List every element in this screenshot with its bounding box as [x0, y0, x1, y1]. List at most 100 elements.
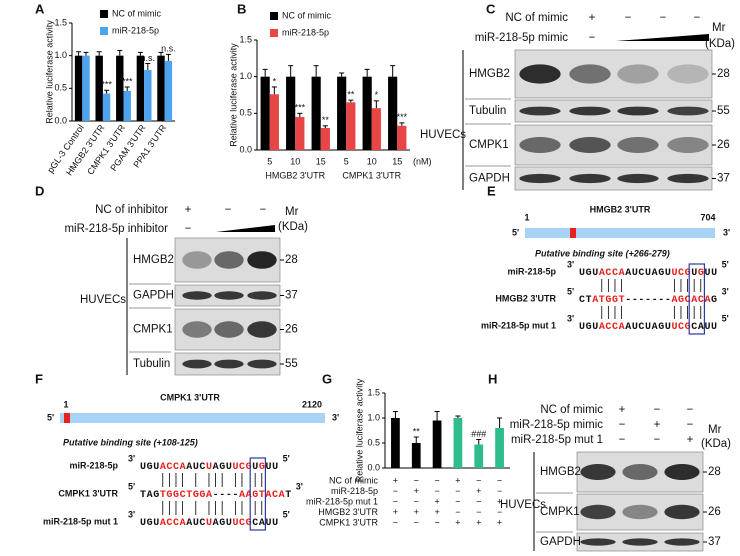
band: [569, 137, 611, 153]
sequence-segment: UCG: [671, 268, 691, 279]
condition-sign: −: [497, 486, 502, 496]
panel-label: D: [35, 183, 44, 198]
band: [580, 504, 616, 520]
treatment-sign: +: [589, 12, 596, 24]
sequence-segment: U: [206, 462, 213, 473]
sequence-segment: ACCA: [160, 518, 186, 529]
mr-value: 55: [285, 358, 298, 370]
sequence: CTATGGT-------AGCACAG: [579, 295, 718, 306]
mr-value: 55: [717, 105, 730, 117]
band: [569, 173, 611, 184]
five-prime: 5': [47, 412, 54, 422]
bar: [311, 76, 321, 150]
band: [182, 321, 212, 338]
binding-site-mark: [64, 413, 70, 423]
mr-value: 26: [708, 506, 721, 518]
condition-sign: −: [393, 496, 398, 506]
condition-sign: −: [414, 475, 419, 485]
y-tick-label: 0.5: [367, 437, 380, 447]
sequence-segment: AAGTACA: [239, 490, 285, 501]
treatment-sign: +: [619, 404, 626, 416]
gene-title: CMPK1 3'UTR: [160, 392, 220, 402]
protein-label: HMGB2: [540, 466, 581, 478]
sequence-segment: UGU: [579, 322, 599, 333]
x-tick-label: 10: [367, 156, 377, 166]
condition-sign: +: [393, 475, 398, 485]
band: [214, 321, 244, 338]
band: [667, 173, 709, 184]
treatment-sign: −: [687, 404, 694, 416]
significance: n.s.: [161, 44, 176, 54]
strand-end: 3': [722, 286, 729, 296]
sequence-name: miR-218-5p mut 1: [481, 320, 556, 330]
cell-label: HUVECs: [420, 129, 466, 141]
band: [664, 504, 700, 520]
condition-sign: −: [497, 475, 502, 485]
error-bar: [413, 436, 419, 443]
utr-start: 1: [63, 399, 68, 409]
sequence-segment: TGGCTGGA: [160, 490, 213, 501]
sequence-segment: ATGGT: [592, 295, 625, 306]
strand-end: 3': [128, 509, 135, 519]
condition-sign: +: [455, 475, 460, 485]
band: [519, 137, 561, 153]
sequence-segment: ACCA: [160, 462, 186, 473]
band: [519, 64, 561, 84]
y-tick-label: 0.0: [367, 462, 380, 472]
mr-header: (KDa): [278, 221, 308, 233]
legend-label: NC of mimic: [282, 10, 331, 20]
protein-label: GAPDH: [540, 536, 581, 548]
sequence-name: CMPK1 3'UTR: [58, 488, 118, 498]
significance: ###: [471, 429, 486, 439]
band: [182, 359, 212, 369]
condition-sign: −: [434, 486, 439, 496]
sequence-segment: AUCUAGU: [625, 268, 671, 279]
condition-sign: −: [414, 496, 419, 506]
five-prime: 5': [512, 227, 519, 237]
sequence: UGUACCAAUCUAGUUCGUGUU: [579, 268, 718, 279]
strand-end: 5': [722, 259, 729, 269]
band: [622, 504, 658, 520]
mr-value: 28: [717, 68, 730, 80]
treatment-sign: −: [660, 12, 667, 24]
treatment-sign: −: [619, 419, 626, 431]
y-axis-title: Relative luciferase activity: [228, 43, 238, 147]
error-bar: [434, 411, 440, 421]
condition-sign: +: [434, 496, 439, 506]
error-bar: [262, 68, 268, 77]
condition-sign: −: [434, 475, 439, 485]
band: [182, 291, 212, 300]
error-bar: [313, 65, 319, 77]
error-bar: [158, 51, 164, 56]
band: [569, 106, 611, 116]
bar: [397, 125, 407, 150]
bar: [388, 76, 398, 150]
treatment-sign: +: [185, 204, 192, 216]
legend-swatch: [270, 29, 278, 37]
panel-label: F: [35, 371, 43, 386]
condition-sign: −: [455, 507, 460, 517]
sequence-segment: UU: [265, 462, 278, 473]
bar: [136, 55, 145, 121]
y-tick-label: 0.5: [54, 83, 67, 93]
condition-sign: +: [476, 486, 481, 496]
treatment-sign: +: [687, 434, 694, 446]
condition-sign: +: [497, 496, 502, 506]
strand-end: 3': [567, 259, 574, 269]
band: [667, 64, 709, 84]
sequence-segment: AGCACA: [671, 295, 711, 306]
error-bar: [124, 86, 130, 91]
sequence-segment: UCG: [232, 462, 252, 473]
error-bar: [117, 49, 123, 56]
treatment-sign: −: [694, 12, 701, 24]
dose-wedge: [216, 225, 275, 232]
bar: [260, 76, 270, 150]
treatment-sign: −: [654, 404, 661, 416]
treatment-label: miR-218-5p mimic: [510, 419, 604, 431]
mr-header: (KDa): [705, 38, 735, 50]
mr-header: (KDa): [701, 438, 731, 450]
panel-label: C: [486, 1, 496, 16]
band: [182, 251, 212, 269]
